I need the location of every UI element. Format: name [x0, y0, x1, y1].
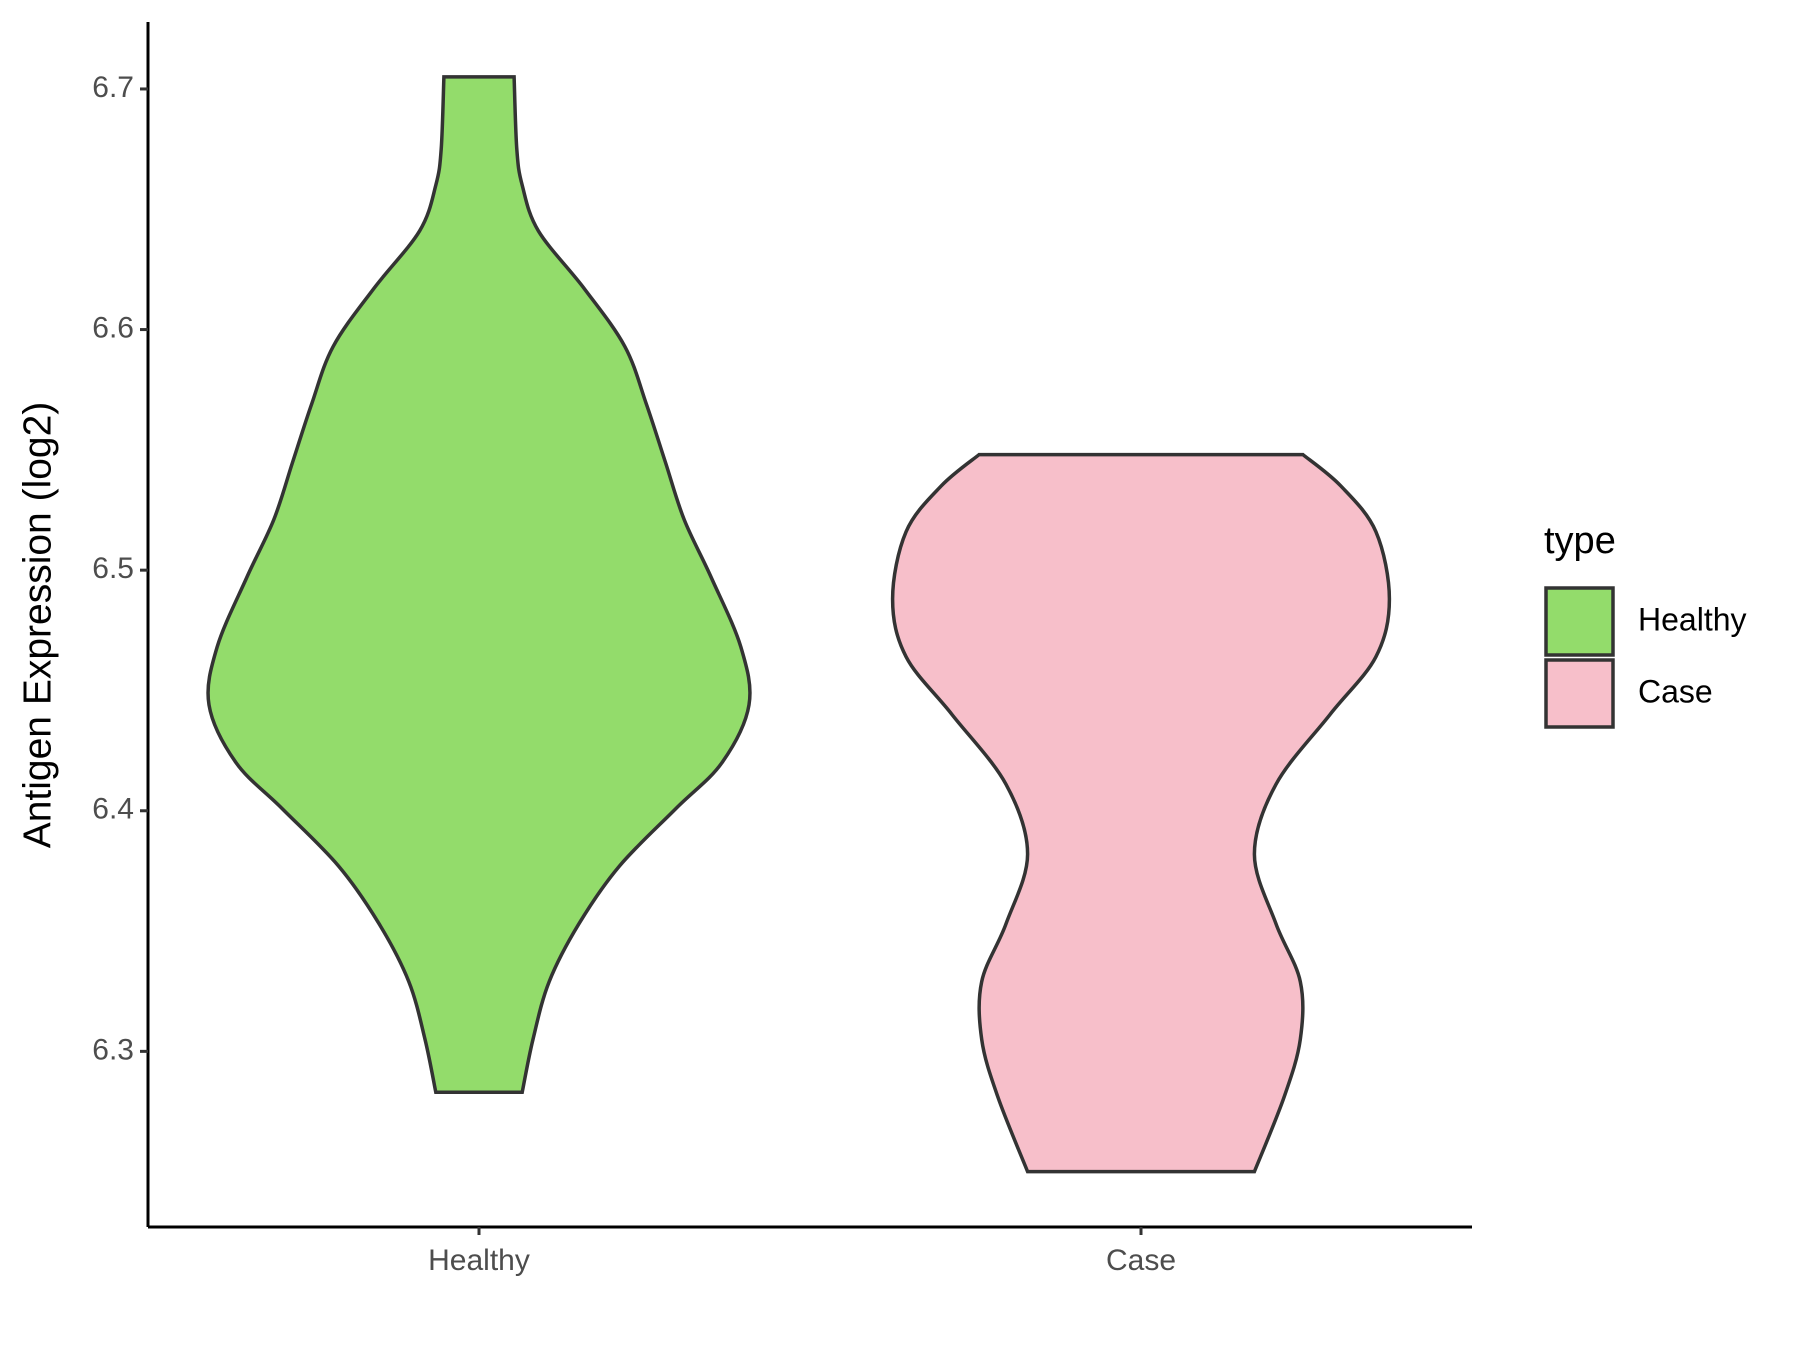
- x-tick-label: Healthy: [428, 1244, 530, 1277]
- y-tick-label: 6.3: [92, 1033, 134, 1066]
- legend-title: type: [1544, 520, 1616, 562]
- legend-label: Healthy: [1638, 601, 1747, 637]
- violin: [890, 452, 1392, 1174]
- y-axis-label: Antigen Expression (log2): [16, 402, 59, 849]
- y-tick-label: 6.7: [92, 71, 134, 104]
- legend-key: [1544, 586, 1615, 657]
- x-tick-label: Case: [1106, 1244, 1176, 1277]
- y-tick-label: 6.6: [92, 311, 134, 344]
- violin: [206, 75, 752, 1095]
- legend-key: [1544, 658, 1615, 729]
- y-tick-label: 6.4: [92, 793, 134, 826]
- legend-label: Case: [1638, 673, 1713, 709]
- y-tick-label: 6.5: [92, 552, 134, 585]
